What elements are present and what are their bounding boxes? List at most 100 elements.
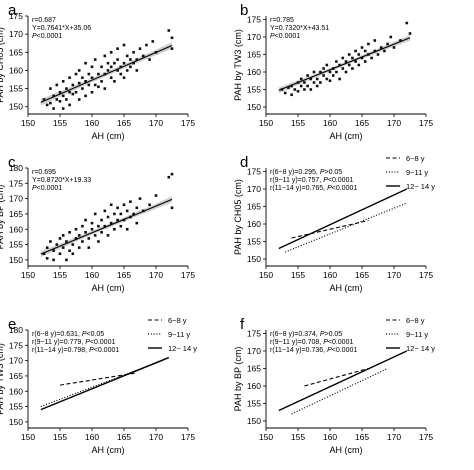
data-point: [109, 76, 113, 80]
stat-annotation: r(9~11 y)=0.779, P<0.0001: [32, 339, 115, 346]
data-point: [74, 227, 78, 231]
series-line-solid: [278, 350, 408, 412]
data-point: [354, 49, 357, 53]
data-point: [325, 63, 329, 67]
stat-annotation: Y=0.7320*X+43.51: [270, 25, 329, 32]
data-point: [55, 243, 59, 246]
y-tick-label: 170: [9, 29, 23, 39]
data-point: [116, 206, 119, 210]
data-point: [386, 42, 389, 46]
regression-line: [278, 37, 411, 91]
data-point: [58, 99, 62, 103]
y-tick-label: 160: [247, 219, 261, 229]
data-point: [167, 29, 171, 32]
x-tick-label: 170: [387, 270, 401, 280]
data-point: [58, 237, 62, 240]
x-tick-label: 150: [21, 432, 35, 442]
data-point: [87, 83, 91, 87]
panel-label: c: [8, 154, 16, 171]
x-tick-label: 150: [21, 118, 35, 128]
data-point: [122, 43, 126, 47]
data-point: [93, 58, 97, 61]
x-tick-label: 160: [323, 270, 337, 280]
data-point: [119, 212, 123, 216]
data-point: [344, 60, 348, 63]
x-tick-label: 175: [181, 118, 195, 128]
data-point: [283, 91, 287, 95]
data-point: [319, 70, 322, 74]
data-point: [55, 98, 59, 101]
x-tick-label: 155: [291, 432, 305, 442]
data-point: [303, 88, 306, 91]
panel-label: b: [240, 2, 248, 19]
data-point: [328, 70, 332, 74]
data-point: [113, 80, 116, 83]
series-line-dotted: [40, 360, 163, 408]
y-tick-label: 150: [9, 102, 23, 112]
data-point: [129, 200, 132, 203]
y-tick-label: 175: [247, 15, 261, 25]
panel-e: e 150 155 160 165 170 175 150 155 160 165 170 175 180…: [0, 316, 197, 455]
data-point: [65, 240, 68, 243]
data-point: [312, 70, 316, 74]
legend-entry: 6~8 y: [168, 316, 187, 325]
data-point: [65, 87, 68, 90]
data-point: [405, 21, 409, 25]
data-point: [58, 252, 62, 256]
data-point: [373, 39, 377, 42]
y-axis-label: PAH by CH05 (cm): [0, 27, 5, 103]
data-point: [45, 257, 49, 260]
data-point: [87, 237, 91, 240]
data-point: [170, 172, 174, 176]
data-point: [52, 258, 55, 262]
data-point: [52, 249, 55, 252]
data-point: [122, 218, 126, 222]
data-point: [103, 224, 107, 228]
data-point: [52, 94, 55, 98]
data-point: [68, 76, 71, 80]
data-point: [351, 56, 354, 60]
x-tick-label: 160: [85, 432, 99, 442]
data-point: [90, 221, 94, 225]
stat-annotation: P<0.0001: [32, 185, 62, 192]
series-line-dashed: [304, 367, 369, 387]
data-point: [42, 252, 46, 256]
x-tick-label: 175: [181, 432, 195, 442]
data-point: [45, 246, 49, 249]
data-point: [77, 69, 81, 72]
data-point: [408, 32, 412, 35]
y-tick-label: 150: [247, 254, 261, 264]
y-tick-label: 175: [247, 329, 261, 339]
data-point: [61, 80, 65, 83]
data-point: [299, 84, 303, 88]
data-point: [125, 54, 129, 58]
data-point: [100, 231, 103, 234]
data-point: [357, 53, 361, 56]
data-point: [328, 79, 332, 83]
data-point: [116, 69, 119, 72]
panel-a: a 150 155 160 165 170 175 150 155 160 165 170 175 AH …: [0, 2, 195, 141]
y-tick-label: 170: [247, 32, 261, 42]
x-tick-label: 170: [149, 118, 163, 128]
data-point: [360, 46, 364, 49]
x-tick-label: 170: [149, 270, 163, 280]
data-point: [71, 83, 75, 87]
data-point: [106, 61, 110, 65]
data-point: [119, 224, 123, 228]
data-point: [135, 69, 139, 72]
x-tick-label: 165: [117, 118, 131, 128]
stat-annotation: r(6~8 y)=0.631, P<0.05: [32, 331, 104, 338]
x-tick-label: 165: [117, 432, 131, 442]
data-point: [55, 83, 59, 87]
x-axis-label: AH (cm): [92, 445, 125, 455]
series-line-dashed: [291, 219, 369, 239]
panel-c: c 150 155 160 165 170 175 150 155 160 165 170 175 180…: [0, 154, 195, 293]
y-tick-label: 165: [247, 50, 261, 60]
data-point: [68, 231, 71, 234]
data-point: [309, 77, 313, 81]
data-point: [132, 50, 135, 54]
y-tick-label: 155: [9, 402, 23, 412]
data-point: [315, 84, 319, 88]
data-point: [74, 72, 78, 76]
data-point: [125, 209, 129, 213]
